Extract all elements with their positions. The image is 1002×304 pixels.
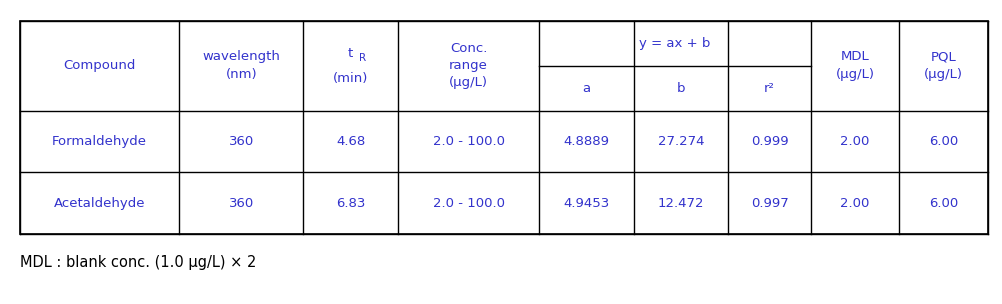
Text: Formaldehyde: Formaldehyde <box>52 135 147 148</box>
Text: 0.997: 0.997 <box>749 197 788 210</box>
Text: t: t <box>348 47 353 60</box>
Text: y = ax + b: y = ax + b <box>639 37 710 50</box>
Text: 2.0 - 100.0: 2.0 - 100.0 <box>432 135 504 148</box>
Text: 2.0 - 100.0: 2.0 - 100.0 <box>432 197 504 210</box>
Text: 27.274: 27.274 <box>657 135 703 148</box>
Text: 360: 360 <box>228 197 254 210</box>
Text: MDL
(μg/L): MDL (μg/L) <box>835 50 874 81</box>
Text: 12.472: 12.472 <box>657 197 703 210</box>
Text: 6.83: 6.83 <box>336 197 365 210</box>
Text: Conc.
range
(μg/L): Conc. range (μg/L) <box>449 43 488 89</box>
Text: 4.8889: 4.8889 <box>563 135 609 148</box>
Text: b: b <box>676 82 684 95</box>
Text: R: R <box>359 54 366 63</box>
Text: 4.9453: 4.9453 <box>563 197 609 210</box>
Text: 0.999: 0.999 <box>750 135 788 148</box>
Text: 360: 360 <box>228 135 254 148</box>
Text: 2.00: 2.00 <box>840 135 869 148</box>
Text: r²: r² <box>764 82 775 95</box>
Text: 6.00: 6.00 <box>928 135 957 148</box>
Text: a: a <box>582 82 590 95</box>
Text: PQL
(μg/L): PQL (μg/L) <box>923 50 962 81</box>
Text: 4.68: 4.68 <box>336 135 365 148</box>
Text: MDL : blank conc. (1.0 μg/L) × 2: MDL : blank conc. (1.0 μg/L) × 2 <box>20 255 257 270</box>
Text: 6.00: 6.00 <box>928 197 957 210</box>
Text: wavelength
(nm): wavelength (nm) <box>202 50 280 81</box>
Text: (min): (min) <box>333 72 368 85</box>
Bar <box>20 21 987 234</box>
Text: Compound: Compound <box>63 60 136 72</box>
Text: Acetaldehyde: Acetaldehyde <box>54 197 145 210</box>
Text: 2.00: 2.00 <box>840 197 869 210</box>
